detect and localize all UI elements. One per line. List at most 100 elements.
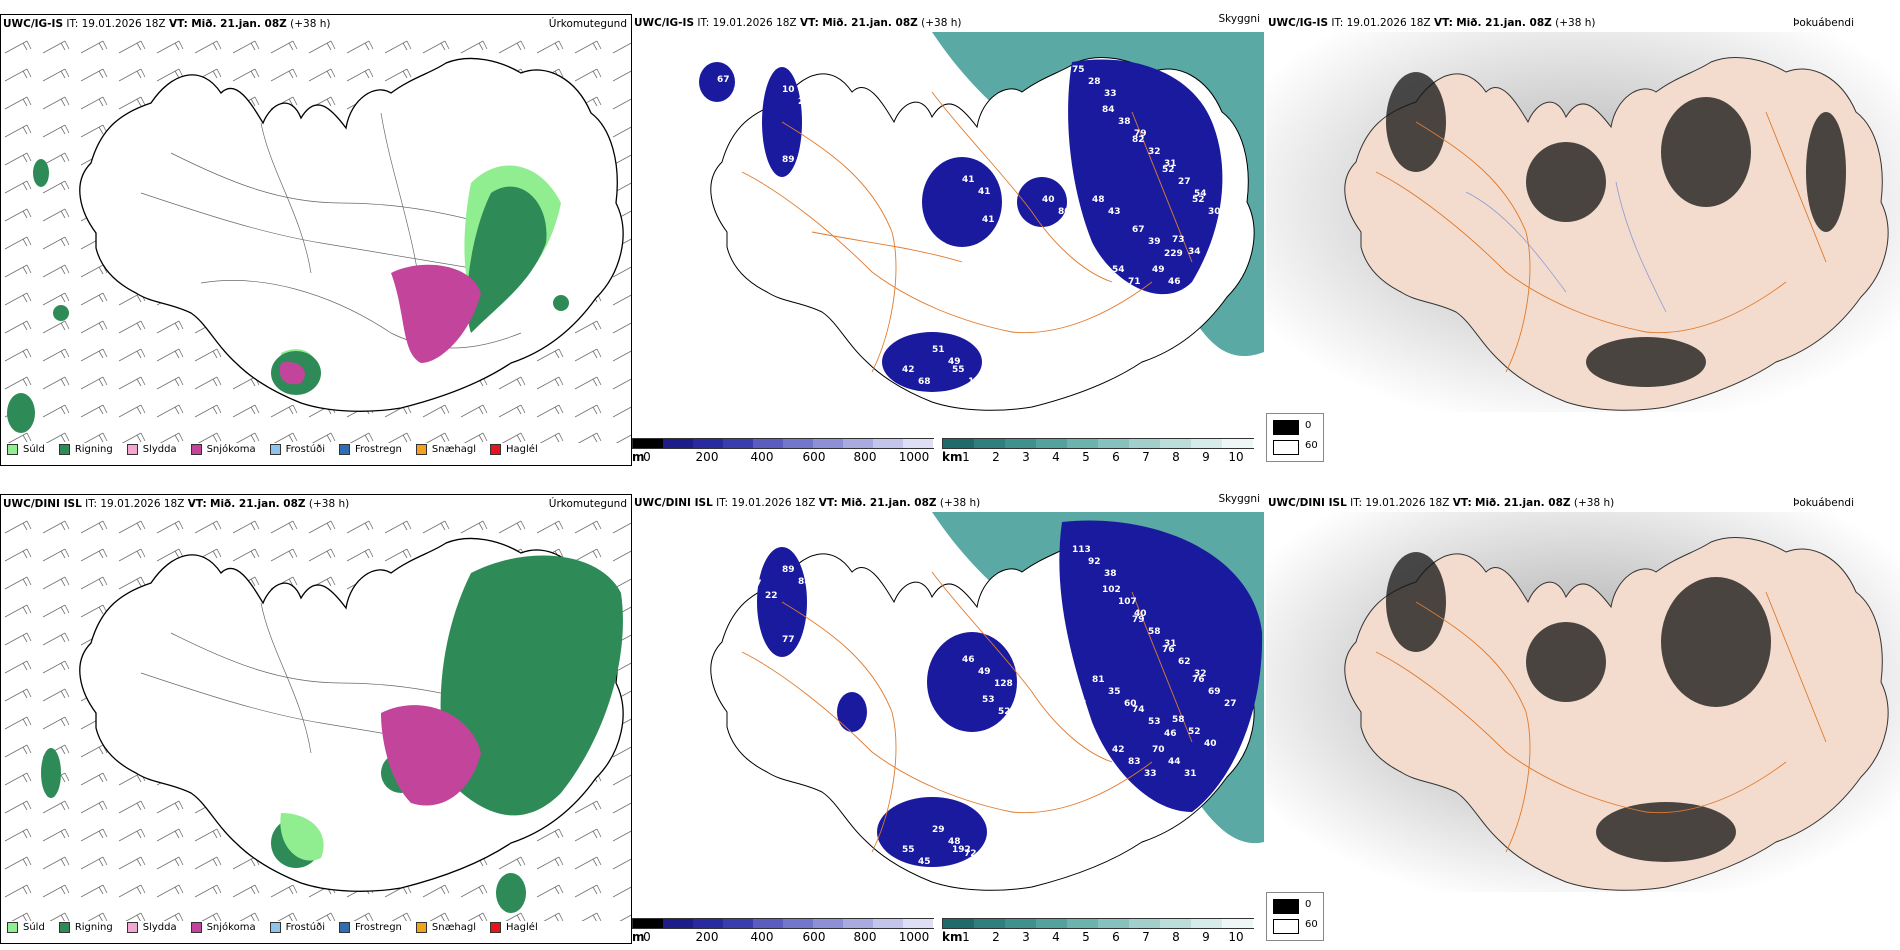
fog-legend-row1: 0 60 xyxy=(1266,413,1324,462)
ceiling-value-label: 106 xyxy=(717,555,736,565)
ceiling-value-label: 31 xyxy=(1164,159,1177,169)
valid-time: Mið. 21.jan. 08Z xyxy=(191,18,287,30)
ceiling-value-label: 42 xyxy=(1112,745,1125,755)
ceiling-value-label: 49 xyxy=(978,667,991,677)
ceiling-map: 1068977113102797676587481465329192554842… xyxy=(710,512,1264,891)
colorbar-segment xyxy=(974,439,1006,448)
ceiling-value-label: 36 xyxy=(1224,219,1237,229)
ceiling-value-label: 107 xyxy=(1118,597,1137,607)
ceiling-value-label: 69 xyxy=(1208,687,1221,697)
ceiling-value-label: 46 xyxy=(1058,687,1071,697)
ceiling-value-label: 42 xyxy=(902,365,915,375)
ceiling-visibility-panel-row2: UWC/DINI ISL IT: 19.01.2026 18Z VT: Mið.… xyxy=(632,494,1264,942)
precip-type-panel-row2: UWC/DINI ISL IT: 19.01.2026 18Z VT: Mið.… xyxy=(0,494,632,944)
ceiling-value-label: 229 xyxy=(1164,249,1183,259)
ceiling-value-label: 38 xyxy=(1118,117,1131,127)
init-time: 19.01.2026 18Z xyxy=(81,18,166,30)
colorbar-segment xyxy=(1036,919,1068,928)
panel-header: UWC/DINI ISL IT: 19.01.2026 18Z VT: Mið.… xyxy=(1,495,631,513)
visibility-colorbar: km 1 2 3 4 5 6 7 8 9 10 xyxy=(942,918,1254,942)
panel-header: UWC/IG-IS IT: 19.01.2026 18Z VT: Mið. 21… xyxy=(1266,14,1900,32)
legend-item: Snjókoma xyxy=(190,443,256,455)
ceiling-value-label: 28 xyxy=(1088,77,1101,87)
colorbar-segment xyxy=(1222,919,1254,928)
snow-areas xyxy=(381,705,481,806)
ceiling-value-label: 48 xyxy=(1042,675,1055,685)
ceiling-value-label: 54 xyxy=(1194,189,1207,199)
ceiling-value-label: 46 xyxy=(998,227,1011,237)
colorbar-segment xyxy=(723,919,754,928)
ceiling-value-label: 185 xyxy=(830,601,849,611)
ceiling-value-label: 76 xyxy=(1162,645,1175,655)
ceiling-value-label: 67 xyxy=(717,75,730,85)
ceiling-value-label: 43 xyxy=(1108,207,1121,217)
colorbar-segment xyxy=(633,439,664,448)
ceiling-value-label: 75 xyxy=(1072,65,1085,75)
ceiling-value-label: 27 xyxy=(1224,699,1237,709)
ceiling-value-label: 48 xyxy=(1092,195,1105,205)
fog-panel-row2: UWC/DINI ISL IT: 19.01.2026 18Z VT: Mið.… xyxy=(1266,494,1900,942)
colorbar-segment xyxy=(753,439,784,448)
ceiling-value-label: 32 xyxy=(1194,669,1207,679)
fog-map xyxy=(1266,32,1900,412)
ceiling-value-label: 55 xyxy=(934,869,947,879)
ceiling-value-label: 89 xyxy=(782,155,795,165)
rain-areas xyxy=(7,159,569,433)
ceiling-value-label: 80 xyxy=(1058,207,1071,217)
colorbar-segment xyxy=(753,919,784,928)
ceiling-value-label: 49 xyxy=(1152,265,1165,275)
ceiling-value-label: 31 xyxy=(1164,639,1177,649)
ceiling-value-label: 68 xyxy=(918,377,931,387)
colorbar-segment xyxy=(873,919,904,928)
colorbar-segment xyxy=(663,919,694,928)
ceiling-value-label: 49 xyxy=(948,357,961,367)
colorbar-segment xyxy=(1191,439,1223,448)
panel-title: Skyggni xyxy=(1218,14,1261,25)
colorbar-segment xyxy=(1098,919,1130,928)
colorbar-segment xyxy=(693,439,724,448)
legend-item: Frostregn xyxy=(339,443,402,455)
legend-item: Slydda xyxy=(126,443,177,455)
ceiling-value-label: 39 xyxy=(1148,237,1161,247)
legend-item: Súld xyxy=(7,921,45,933)
ceiling-value-label: 67 xyxy=(1132,225,1145,235)
colorbar-segment xyxy=(1005,919,1037,928)
panel-header: UWC/DINI ISL IT: 19.01.2026 18Z VT: Mið.… xyxy=(632,494,1264,512)
ceiling-value-label: 40 xyxy=(814,179,827,189)
fog-legend-dark xyxy=(1273,420,1299,435)
ceiling-value-label: 58 xyxy=(814,109,827,119)
roads xyxy=(741,91,1193,373)
ceiling-value-label: 27 xyxy=(1178,177,1191,187)
colorbar-segment xyxy=(783,919,814,928)
ceiling-value-label: 60 xyxy=(1124,699,1137,709)
ceiling-value-label: 40 xyxy=(1204,739,1217,749)
ceiling-value-label: 41 xyxy=(814,659,827,669)
fog-legend-light xyxy=(1273,440,1299,455)
ceiling-value-label: 73 xyxy=(1074,699,1087,709)
ceiling-value-label: 46 xyxy=(1168,277,1181,287)
ceiling-value-label: 150 xyxy=(968,377,987,387)
ceiling-value-label: 41 xyxy=(962,175,975,185)
ceiling-value-label: 52 xyxy=(1192,195,1205,205)
precip-legend: Súld Rigning Slydda Snjókoma Frostúði Fr… xyxy=(7,917,552,937)
colorbar-segment xyxy=(1067,439,1099,448)
low-ceiling-areas xyxy=(699,59,1223,392)
ceiling-value-label: 96 xyxy=(984,869,997,879)
ceiling-value-label: 30 xyxy=(1208,207,1221,217)
ceiling-value-label: 31 xyxy=(1184,769,1197,779)
ceiling-value-label: 72 xyxy=(964,849,977,859)
ceiling-value-label: 128 xyxy=(994,679,1013,689)
ceiling-value-label: 83 xyxy=(733,567,746,577)
ceiling-value-label: 58 xyxy=(1148,627,1161,637)
colorbar-segment xyxy=(783,439,814,448)
fog-legend-row2: 0 60 xyxy=(1266,892,1324,941)
ceiling-value-label: 79 xyxy=(1132,615,1145,625)
ceiling-value-label: 40 xyxy=(1042,195,1055,205)
ceiling-value-label: 29 xyxy=(798,97,811,107)
colorbar-segment xyxy=(723,439,754,448)
colorbar-segment xyxy=(1129,439,1161,448)
ceiling-value-label: 34 xyxy=(1188,247,1201,257)
ceiling-value-label: 23 xyxy=(1204,259,1217,269)
ceiling-colorbar: m 0 200 400 600 800 1000 xyxy=(632,438,934,464)
